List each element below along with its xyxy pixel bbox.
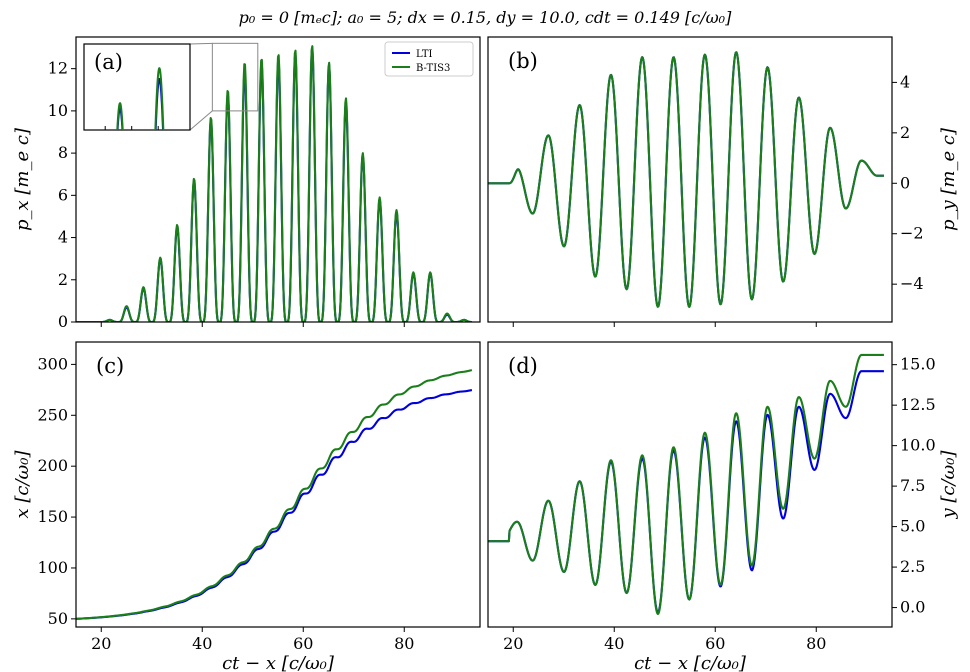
y-tick-label: −4 (900, 274, 924, 293)
series-b-tis3-line (488, 51, 885, 308)
zoom-rect (211, 42, 259, 112)
panel-c-curves (76, 369, 473, 620)
y-tick-label: 300 (37, 354, 68, 373)
y-tick-label: 4 (900, 72, 910, 91)
y-tick-label: 2 (58, 270, 68, 289)
y-tick-label: 250 (37, 405, 68, 424)
panel-d-curves (488, 353, 885, 615)
panel-b-curves (488, 51, 885, 308)
panel-label: (c) (96, 354, 124, 378)
y-tick-label: 10.0 (900, 436, 936, 455)
legend-label: B-TIS3 (416, 63, 450, 74)
y-axis-label: p_x [m_e c] (12, 127, 33, 231)
panel-d-frame (487, 341, 893, 628)
y-axis-label: x [c/ω₀] (12, 450, 33, 519)
y-tick-label: 6 (58, 185, 68, 204)
x-tick-label: 80 (806, 634, 826, 653)
y-tick-label: 0 (58, 312, 68, 331)
y-tick-label: 15.0 (900, 355, 936, 374)
y-tick-label: 12 (48, 59, 68, 78)
y-tick-label: 4 (58, 228, 68, 247)
x-tick-label: 40 (604, 634, 624, 653)
panel-label: (d) (508, 354, 538, 378)
y-tick-label: 0 (900, 173, 910, 192)
y-tick-label: 50 (48, 609, 68, 628)
x-tick-label: 40 (192, 634, 212, 653)
y-tick-label: −2 (900, 224, 924, 243)
y-tick-label: 2 (900, 123, 910, 142)
y-tick-label: 0.0 (900, 598, 925, 617)
x-tick-label: 20 (503, 634, 523, 653)
legend-label: LTI (416, 49, 432, 60)
y-tick-label: 150 (37, 507, 68, 526)
panel-c: 20 40 60 80 50 100 150 200 250 300 (c) ct − x [c/ω₀… (12, 341, 481, 672)
figure-title: p₀ = 0 [mₑc]; a₀ = 5; dx = 0.15, dy = 10… (239, 8, 732, 27)
y-axis-label: p_y [m_e c] (938, 127, 959, 231)
x-tick-label: 60 (293, 634, 313, 653)
y-tick-label: 7.5 (900, 476, 925, 495)
x-axis-label: ct − x [c/ω₀] (222, 653, 335, 672)
zoom-connector (189, 110, 213, 131)
legend: LTI B-TIS3 (384, 41, 474, 77)
series-b-tis3-line (76, 369, 473, 620)
inset-frame (83, 43, 191, 131)
series-lti-line (76, 389, 473, 620)
series-b-tis3-line (488, 353, 885, 615)
panel-a-frame (75, 36, 481, 323)
y-tick-label: 2.5 (900, 557, 925, 576)
y-tick-label: 8 (58, 143, 68, 162)
panel-b: −4 −2 0 2 4 (b) p_y [m_e c] (487, 36, 959, 327)
panel-c-frame (75, 341, 481, 628)
y-tick-label: 12.5 (900, 395, 936, 414)
y-tick-label: 5.0 (900, 517, 925, 536)
x-tick-label: 80 (394, 634, 414, 653)
panel-b-frame (487, 36, 893, 323)
y-tick-label: 10 (48, 101, 68, 120)
inset-panel-label: (a) (94, 50, 123, 74)
y-axis-label: y [c/ω₀] (938, 450, 959, 520)
panel-label: (b) (508, 49, 538, 73)
y-tick-label: 100 (37, 558, 68, 577)
y-tick-label: 200 (37, 456, 68, 475)
zoom-connector (189, 42, 213, 45)
x-tick-label: 20 (91, 634, 111, 653)
x-axis-label: ct − x [c/ω₀] (634, 653, 747, 672)
x-tick-label: 60 (705, 634, 725, 653)
panel-d: 20 40 60 80 0.0 2.5 5.0 7.5 10.0 12.5 15.0 (d) ct − … (487, 341, 959, 672)
